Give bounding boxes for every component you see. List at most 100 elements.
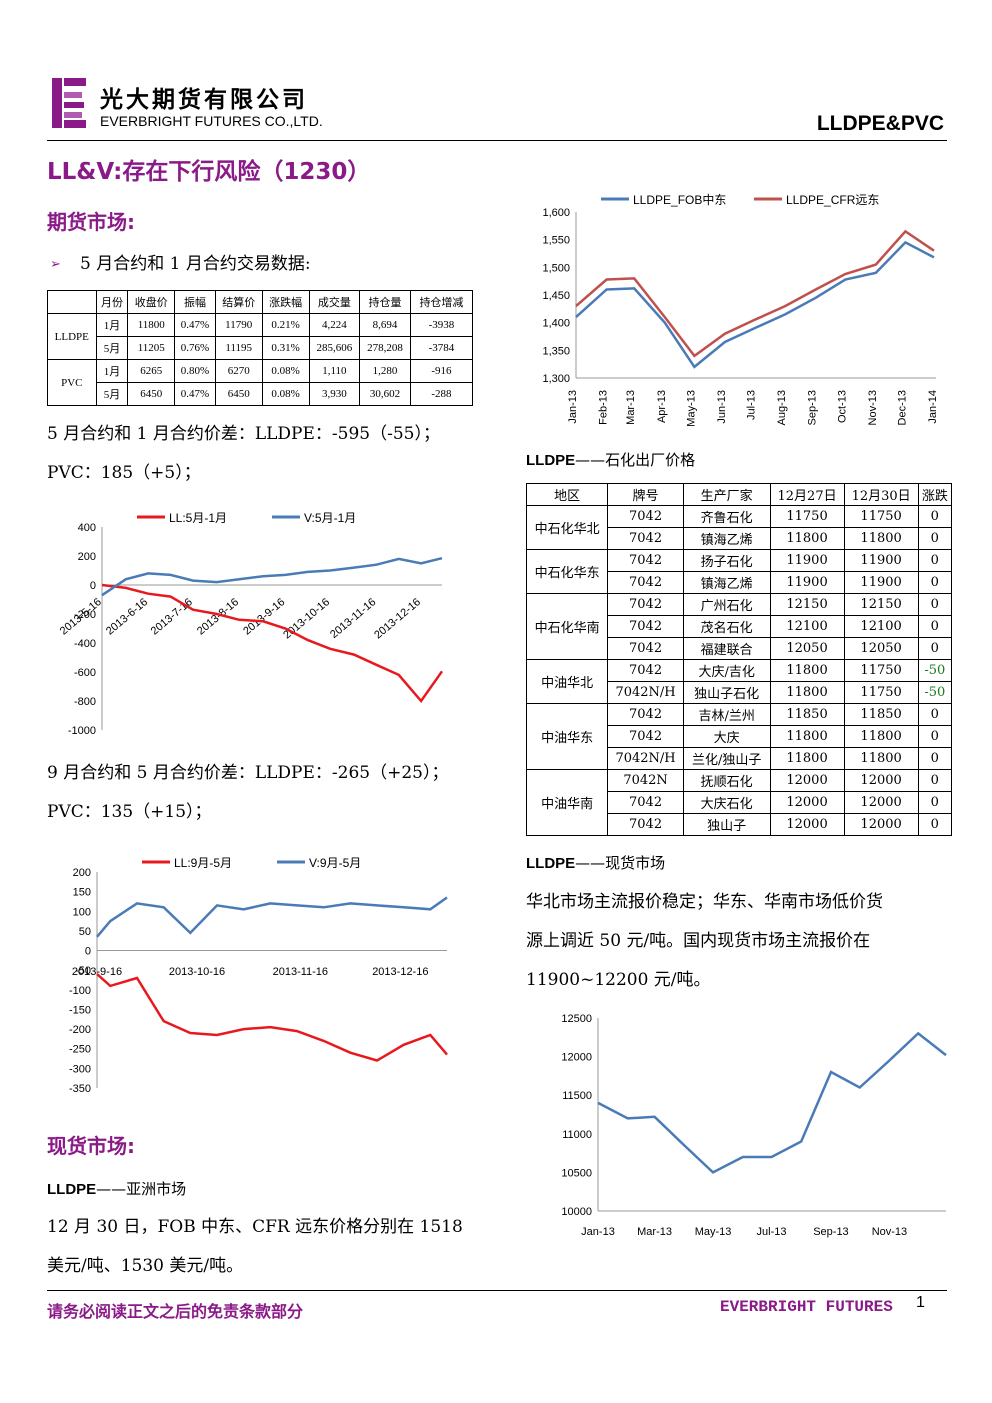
table-cell: 0 [917,615,953,638]
asia-label: LLDPE [47,1181,97,1198]
table-cell: 7042 [607,505,684,528]
table-cell: 12100 [769,615,845,638]
x-tick-label: 2013-7-16 [149,596,195,637]
table-cell: 7042 [607,549,684,572]
x-tick-label: Jul-13 [757,1226,787,1238]
y-tick-label: 50 [79,926,91,938]
series-line [575,240,935,369]
x-tick-label: 2013-8-16 [195,596,241,637]
petro-label: LLDPE [526,452,576,469]
table-cell: 镇海乙烯 [682,527,771,550]
table-cell: -288 [409,382,474,406]
table-cell: 11900 [769,571,845,594]
spread-9-5-text: 9 月合约和 5 月合约价差：LLDPE：-265（+25）； [47,763,449,783]
table-cell: 7042 [607,791,684,814]
spread-9-5-chart: 200 150 100 50 0 -50 -100 -150 -200 -250 -300 -350 2… [69,856,448,1095]
y-tick-label: -200 [69,1024,91,1036]
x-tick-label: 2013-6-16 [104,596,150,637]
document-tag: LLDPE&PVC [816,112,944,135]
table-cell: 11800 [843,747,919,770]
y-tick-label: -350 [69,1083,91,1095]
x-tick-label: Apr-13 [656,390,668,423]
product-cell: LLDPE [47,313,97,360]
x-tick-label: Jul-13 [746,390,758,420]
table-row: 中油华东 7042 吉林/兰州 11850 11850 0 [525,703,953,770]
table-cell: 7042N/H [607,681,684,704]
table-cell: 7042 [607,703,684,726]
x-tick-label: Jan-13 [567,390,579,424]
disclaimer-text: 请务必阅读正文之后的免责条款部分 [47,1302,304,1321]
table-cell: 0 [917,549,953,572]
y-tick-label: 10000 [561,1206,592,1218]
y-tick-label: 1,550 [542,235,570,247]
x-tick-label: Dec-13 [896,390,908,425]
table-row: 中油华南 7042N 抚顺石化 12000 12000 0 [525,769,953,836]
series-line [96,896,448,938]
table-cell: 12050 [769,637,845,660]
company-name-en: EVERBRIGHT FUTURES CO.,LTD. [100,113,323,129]
asia-text-1: 12 月 30 日，FOB 中东、CFR 远东价格分别在 1518 [47,1217,463,1237]
petro-label-suffix: ——石化出厂价格 [575,451,696,469]
table-cell: 1,110 [308,359,361,383]
x-tick-label: May-13 [685,390,697,427]
table-cell: 0 [917,637,953,660]
table-cell: 0.08% [261,382,310,406]
table-cell: -50 [917,681,953,704]
x-tick-label: Nov-13 [867,390,879,425]
x-tick-label: 2013-12-16 [372,966,428,978]
table-cell: 齐鲁石化 [682,505,771,528]
y-tick-label: 12000 [561,1052,592,1064]
table-header-cell: 涨跌幅 [261,290,310,314]
spread-9-5-pvc-text: PVC：135（+15）； [47,802,212,822]
table-cell: 7042 [607,527,684,550]
asia-text-2: 美元/吨、1530 美元/吨。 [47,1256,244,1276]
table-cell: -916 [409,359,474,383]
y-tick-label: 1,300 [542,373,570,385]
table-cell: 0.80% [174,359,216,383]
table-cell: 285,606 [308,336,361,360]
table-cell: 0 [917,703,953,726]
table-cell: 兰化/独山子 [682,747,771,770]
y-tick-label: 12500 [561,1013,592,1025]
table-header-cell: 持仓量 [359,290,411,314]
y-tick-label: 200 [73,867,91,879]
y-tick-label: 1,350 [542,345,570,357]
table-cell: 3,930 [308,382,361,406]
table-header-cell: 牌号 [607,483,684,506]
table-header-cell: 12月30日 [843,483,919,506]
table-cell: 0 [917,527,953,550]
table-cell: 0 [917,791,953,814]
table-cell: 广州石化 [682,593,771,616]
table-cell: 7042 [607,637,684,660]
table-cell: 0 [917,725,953,748]
table-cell: 12000 [843,813,919,836]
y-tick-label: -200 [74,609,96,621]
y-tick-label: 400 [78,522,96,534]
x-tick-label: Aug-13 [776,390,788,425]
region-cell: 中油华北 [525,659,609,704]
table-cell: 镇海乙烯 [682,571,771,594]
domestic-spot-chart: 12500 12000 11500 11000 10500 10000 Jan-13 Mar-… [561,1013,947,1238]
table-cell: 6265 [127,359,176,383]
x-tick-label: 2013-9-16 [241,596,287,637]
futures-heading: 期货市场: [47,210,135,234]
asia-label-suffix: ——亚洲市场 [96,1180,187,1198]
table-cell: 大庆石化 [682,791,771,814]
x-tick-label: 2013-9-16 [72,966,122,978]
table-header-row: 地区 牌号 生产厂家 12月27日 12月30日 涨跌 [525,483,953,506]
footer-divider [47,1290,947,1291]
table-cell: 抚顺石化 [682,769,771,792]
table-cell: 0 [917,769,953,792]
region-cell: 中石化华南 [525,593,609,660]
table-cell: 11800 [769,725,845,748]
table-header-cell: 涨跌 [917,483,953,506]
spread-5-1-text: 5 月合约和 1 月合约价差：LLDPE：-595（-55）； [47,424,440,444]
table-cell: 0 [917,571,953,594]
table-cell: 4,224 [308,313,361,337]
table-cell: 独山子石化 [682,681,771,704]
table-header-cell: 生产厂家 [682,483,771,506]
y-tick-label: -800 [74,696,96,708]
x-tick-label: May-13 [695,1226,732,1238]
table-cell: 茂名石化 [682,615,771,638]
